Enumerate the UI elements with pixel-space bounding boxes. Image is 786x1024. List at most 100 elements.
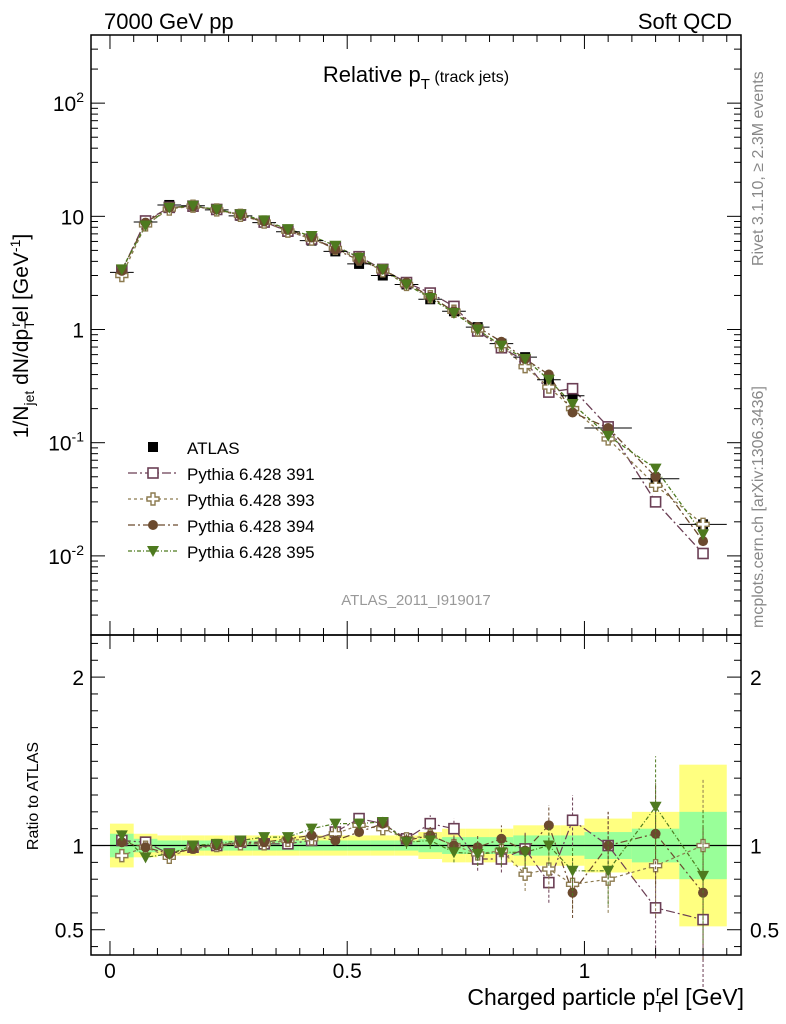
data-point-p395 bbox=[697, 870, 710, 882]
data-point-p394 bbox=[330, 835, 341, 846]
data-point-p395 bbox=[163, 848, 176, 860]
y-tick-label: 10 bbox=[61, 206, 84, 229]
data-point-p395 bbox=[234, 209, 247, 221]
mcplots-side-label: mcplots.cern.ch [arXiv:1306.3436] bbox=[750, 386, 767, 628]
data-point-p391 bbox=[566, 814, 579, 827]
legend-label-p391: Pythia 6.428 391 bbox=[187, 465, 315, 484]
data-point-p395 bbox=[697, 529, 710, 541]
data-point-p395 bbox=[519, 847, 532, 859]
data-point-p394 bbox=[116, 837, 127, 848]
data-point-p395 bbox=[542, 840, 555, 852]
data-point-p395 bbox=[602, 865, 615, 877]
data-point-p395 bbox=[519, 353, 532, 365]
ratio-y-tick-label: 1 bbox=[72, 836, 84, 859]
y-tick-label: 102 bbox=[53, 89, 84, 116]
data-point-p395 bbox=[495, 847, 508, 859]
main-title: Relative pT (track jets) bbox=[323, 62, 509, 93]
legend-label-p393: Pythia 6.428 393 bbox=[187, 491, 315, 510]
data-point-p395 bbox=[542, 374, 555, 386]
data-point-p395 bbox=[115, 264, 128, 276]
data-point-p395 bbox=[305, 823, 318, 835]
main-y-axis-label: 1/Njet dN/dpTrel [GeV-1] bbox=[7, 234, 37, 438]
ratio-y-tick-label-right: 1 bbox=[750, 836, 762, 859]
data-point-p395 bbox=[602, 430, 615, 442]
data-point-p395 bbox=[566, 398, 579, 410]
x-tick-label: 1 bbox=[579, 960, 591, 983]
data-point-p395 bbox=[424, 835, 437, 847]
x-tick-label: 0.5 bbox=[333, 960, 362, 983]
data-point-p395 bbox=[471, 848, 484, 860]
data-point-p395 bbox=[163, 202, 176, 214]
data-point-p394 bbox=[567, 887, 578, 898]
data-point-p391 bbox=[649, 496, 662, 508]
data-point-p394 bbox=[603, 422, 614, 433]
data-point-atlas bbox=[148, 442, 158, 452]
data-point-p395 bbox=[353, 818, 366, 830]
series-line-p395 bbox=[121, 205, 704, 535]
data-point-p395 bbox=[115, 830, 128, 842]
data-point-p394 bbox=[148, 520, 158, 530]
data-point-p395 bbox=[210, 838, 223, 850]
data-point-p394 bbox=[140, 842, 151, 853]
data-point-p394 bbox=[567, 407, 578, 418]
data-point-p395 bbox=[139, 852, 152, 864]
data-point-p395 bbox=[649, 801, 662, 813]
data-point-p391 bbox=[649, 902, 662, 914]
data-point-p393 bbox=[115, 848, 129, 863]
data-point-p395 bbox=[376, 816, 389, 828]
series-line-p393 bbox=[121, 205, 704, 525]
data-point-p395 bbox=[329, 240, 342, 252]
rivet-side-label: Rivet 3.1.10, ≥ 2.3M events bbox=[750, 71, 767, 266]
data-point-p391 bbox=[697, 547, 709, 560]
ratio-line-p393 bbox=[121, 824, 704, 885]
y-tick-label: 1 bbox=[72, 320, 84, 343]
data-point-p391 bbox=[147, 467, 159, 479]
ratio-plot-frame bbox=[90, 634, 742, 956]
data-point-p394 bbox=[698, 536, 709, 547]
data-point-p393 bbox=[518, 867, 532, 881]
data-point-p393 bbox=[542, 380, 556, 394]
data-point-p395 bbox=[281, 832, 294, 844]
data-point-p395 bbox=[329, 818, 342, 830]
header-left-label: 7000 GeV pp bbox=[104, 9, 234, 34]
legend-label-atlas: ATLAS bbox=[187, 439, 240, 458]
data-point-p394 bbox=[354, 827, 365, 838]
ratio-y-tick-label-right: 0.5 bbox=[750, 920, 779, 943]
x-tick-label: 0 bbox=[104, 960, 116, 983]
data-point-p395 bbox=[234, 835, 247, 847]
data-point-p393 bbox=[146, 492, 160, 506]
data-point-atlas bbox=[567, 390, 578, 401]
data-point-p393 bbox=[518, 359, 532, 374]
data-point-p391 bbox=[566, 382, 579, 395]
data-point-p391 bbox=[448, 822, 460, 835]
data-point-p395 bbox=[281, 224, 294, 236]
data-point-p395 bbox=[447, 847, 460, 859]
ratio-y-tick-label-right: 2 bbox=[750, 667, 762, 690]
data-point-p394 bbox=[306, 830, 317, 841]
analysis-watermark: ATLAS_2011_I919017 bbox=[341, 592, 491, 609]
ratio-y-tick-label: 2 bbox=[72, 667, 84, 690]
data-point-p395 bbox=[258, 215, 271, 227]
data-point-p395 bbox=[471, 324, 484, 336]
data-point-p395 bbox=[147, 546, 159, 557]
data-point-p395 bbox=[187, 200, 200, 212]
data-point-p395 bbox=[495, 340, 508, 352]
data-point-p395 bbox=[187, 840, 200, 852]
ratio-y-axis-label: Ratio to ATLAS bbox=[25, 742, 42, 850]
y-tick-label: 10-1 bbox=[48, 429, 84, 456]
data-point-p394 bbox=[603, 840, 614, 851]
ratio-panel: 0.5 0.5 1 1 2 2 0 0.5 1 Ratio to ATLAS Charged p… bbox=[25, 634, 779, 1016]
legend-label-p394: Pythia 6.428 394 bbox=[187, 517, 315, 536]
data-point-p395 bbox=[376, 264, 389, 276]
ratio-y-tick-label: 0.5 bbox=[55, 920, 84, 943]
data-point-p395 bbox=[566, 865, 579, 877]
data-point-p394 bbox=[650, 828, 661, 839]
data-point-p393 bbox=[542, 862, 556, 876]
data-point-p395 bbox=[210, 204, 223, 216]
data-point-p395 bbox=[258, 832, 271, 844]
legend-label-p395: Pythia 6.428 395 bbox=[187, 543, 315, 562]
data-point-p393 bbox=[648, 859, 663, 873]
data-point-p393 bbox=[648, 478, 663, 493]
